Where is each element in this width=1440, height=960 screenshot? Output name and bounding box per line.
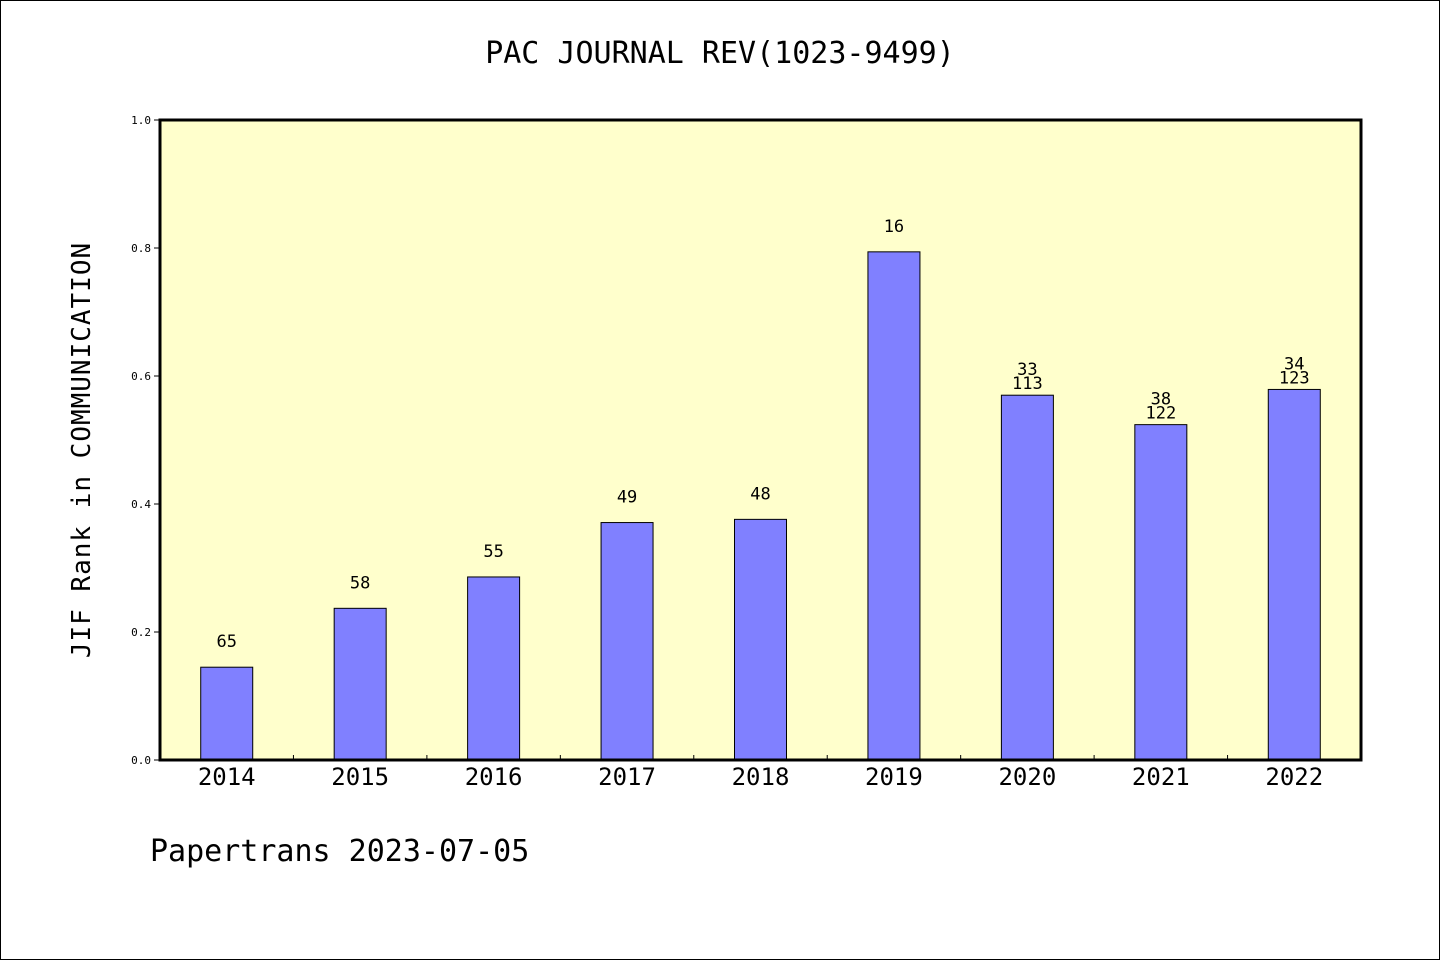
bar-label-2022-2: 123 [1279,368,1310,388]
x-tick-label-2016: 2016 [465,763,523,791]
footer-note: Papertrans 2023-07-05 [150,834,530,869]
bar-label-2016: 55 [483,542,503,562]
bar-2022 [1267,388,1321,761]
bar-2016 [467,576,521,761]
labels-layer: 2014 65 2015 58 2016 55 2017 49 2018 48 2019 16 2020… [131,114,1323,791]
x-tick-label-2015: 2015 [331,763,389,791]
bars-layer [200,251,1321,761]
bar-label-2021-2: 122 [1145,404,1176,424]
y-axis-label: JIF Rank in COMMUNICATION [67,242,97,658]
bar-2019 [867,251,921,761]
bar-2021 [1134,424,1188,761]
bar-label-2014: 65 [216,632,236,652]
bar-label-2019: 16 [884,217,904,237]
bar-label-2022-1: 34 [1284,354,1304,374]
y-tick-label-0.0: 0.0 [131,754,151,767]
y-tick-label-1.0: 1.0 [131,114,151,127]
bar-2014 [200,666,254,761]
bar-2020 [1000,394,1054,761]
bar-label-2015: 58 [350,573,370,593]
y-tick-label-0.4: 0.4 [131,498,151,511]
bar-label-2017: 49 [617,488,637,508]
x-tick-label-2021: 2021 [1132,763,1190,791]
y-tick-label-0.2: 0.2 [131,626,151,639]
bar-label-2020-1: 33 [1017,360,1037,380]
y-tick-label-0.6: 0.6 [131,370,151,383]
axis-layer [154,118,1363,762]
bar-2015 [333,607,387,761]
bar-label-2021-1: 38 [1151,390,1171,410]
bar-2017 [600,522,654,761]
x-tick-label-2014: 2014 [198,763,256,791]
bar-label-2020-2: 113 [1012,374,1043,394]
y-tick-label-0.8: 0.8 [131,242,151,255]
bar-label-2018: 48 [750,484,770,504]
x-tick-label-2019: 2019 [865,763,923,791]
x-tick-label-2018: 2018 [732,763,790,791]
plot-border [158,118,1363,762]
bar-2018 [734,518,787,761]
x-tick-label-2017: 2017 [598,763,656,791]
x-tick-label-2020: 2020 [998,763,1056,791]
chart-title: PAC JOURNAL REV(1023-9499) [485,36,955,71]
x-tick-label-2022: 2022 [1265,763,1323,791]
